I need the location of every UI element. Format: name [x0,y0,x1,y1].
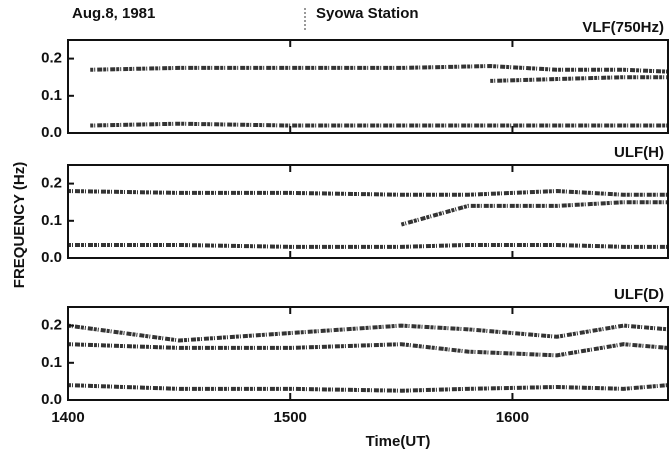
trace [490,75,668,83]
x-axis-label: Time(UT) [366,433,431,450]
trace [67,323,669,343]
panel-frame [67,306,669,401]
panel-frame [67,39,669,134]
panel-label: ULF(D) [614,286,664,303]
station: Syowa Station [316,5,419,22]
x-tick-label: 1600 [496,409,529,426]
trace [67,189,668,197]
trace [90,121,668,128]
date: Aug.8, 1981 [72,5,155,22]
y-tick-label: 0.0 [41,249,62,266]
trace [67,383,669,393]
x-tick-label: 1500 [274,409,307,426]
y-axis-label: FREQUENCY (Hz) [11,162,28,288]
y-tick-label: 0.1 [41,354,62,371]
panel-label: ULF(H) [614,144,664,161]
panel-frame [67,164,669,259]
y-tick-label: 0.2 [41,50,62,67]
y-tick-label: 0.1 [41,87,62,104]
x-tick-label: 1400 [51,409,84,426]
y-tick-label: 0.2 [41,175,62,192]
trace [400,200,668,227]
panel-label: VLF(750Hz) [582,19,664,36]
trace [68,242,668,249]
y-tick-label: 0.0 [41,391,62,408]
trace [90,64,669,74]
y-tick-label: 0.2 [41,317,62,334]
trace [67,342,669,358]
y-tick-label: 0.1 [41,212,62,229]
y-tick-label: 0.0 [41,124,62,141]
